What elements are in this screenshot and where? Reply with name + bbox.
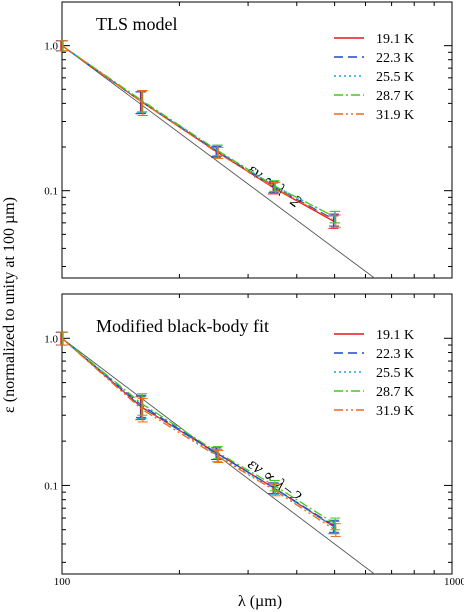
y-tick-label: 0.1 — [44, 186, 58, 198]
series-19-1-K — [55, 331, 339, 535]
series-22-3-K — [56, 331, 339, 533]
y-axis-label: ε (normalized to unity at 100 µm) — [1, 197, 18, 413]
legend-label: 22.3 K — [376, 347, 414, 362]
reference-line — [62, 45, 376, 278]
legend-label: 25.5 K — [376, 366, 414, 381]
series-line — [61, 337, 335, 531]
y-tick-label: 1.0 — [44, 41, 58, 53]
legend-label: 25.5 K — [376, 70, 414, 85]
legend-label: 31.9 K — [376, 404, 414, 419]
series-31-9-K — [58, 331, 341, 537]
legend-label: 28.7 K — [376, 385, 414, 400]
plot-frame — [61, 1, 453, 279]
series-line — [61, 337, 335, 527]
x-axis-label: λ (µm) — [238, 593, 282, 610]
legend-label: 19.1 K — [376, 32, 414, 47]
y-tick-label: 0.1 — [44, 480, 58, 492]
legend-label: 31.9 K — [376, 108, 414, 123]
series-19-1-K — [55, 40, 339, 229]
chart-title: TLS model — [96, 14, 178, 34]
legend-label: 19.1 K — [376, 328, 414, 343]
series-31-9-K — [58, 40, 341, 228]
x-tick-label-100: 100 — [54, 576, 71, 588]
y-tick-label: 1.0 — [44, 333, 58, 345]
legend-label: 28.7 K — [376, 89, 414, 104]
plot-frame — [61, 293, 453, 575]
reference-line — [62, 337, 376, 574]
x-tick-label-1000: 1000 — [444, 576, 464, 588]
chart-title: Modified black-body fit — [96, 316, 269, 336]
legend-label: 22.3 K — [376, 51, 414, 66]
